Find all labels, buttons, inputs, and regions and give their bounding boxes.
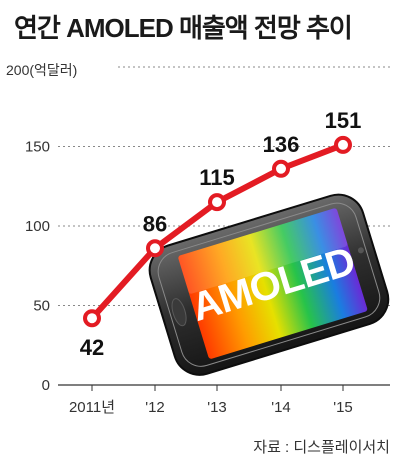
data-label: 86: [143, 211, 167, 236]
y-tick-label: 100: [25, 218, 50, 235]
y-tick-label: 0: [42, 377, 50, 394]
data-point: [146, 239, 164, 258]
data-series: [83, 135, 352, 328]
x-tick-label: '15: [333, 399, 353, 416]
data-label: 115: [199, 165, 235, 190]
data-label: 42: [80, 335, 104, 360]
source-note: 자료 : 디스플레이서치: [253, 439, 390, 456]
chart-title: 연간 AMOLED 매출액 전망 추이: [14, 13, 353, 43]
smartphone-illustration: AMOLED: [148, 193, 390, 376]
data-point: [208, 193, 226, 212]
y-axis-unit-label: 200(억달러): [6, 62, 78, 78]
data-label: 151: [325, 108, 362, 133]
x-tick-label: 2011년: [69, 399, 115, 416]
x-tick-label: '12: [145, 399, 165, 416]
axes: 0 50 100 150 2011년 '12 '13 '14 '15: [25, 139, 390, 416]
x-tick-label: '14: [271, 399, 291, 416]
data-labels: 42 86 115 136 151: [80, 108, 362, 360]
y-tick-label: 150: [25, 139, 50, 156]
data-point: [272, 159, 290, 178]
y-tick-label: 50: [33, 298, 50, 315]
data-label: 136: [263, 132, 300, 157]
data-point: [83, 309, 101, 328]
x-tick-label: '13: [207, 399, 227, 416]
data-point: [334, 135, 352, 154]
